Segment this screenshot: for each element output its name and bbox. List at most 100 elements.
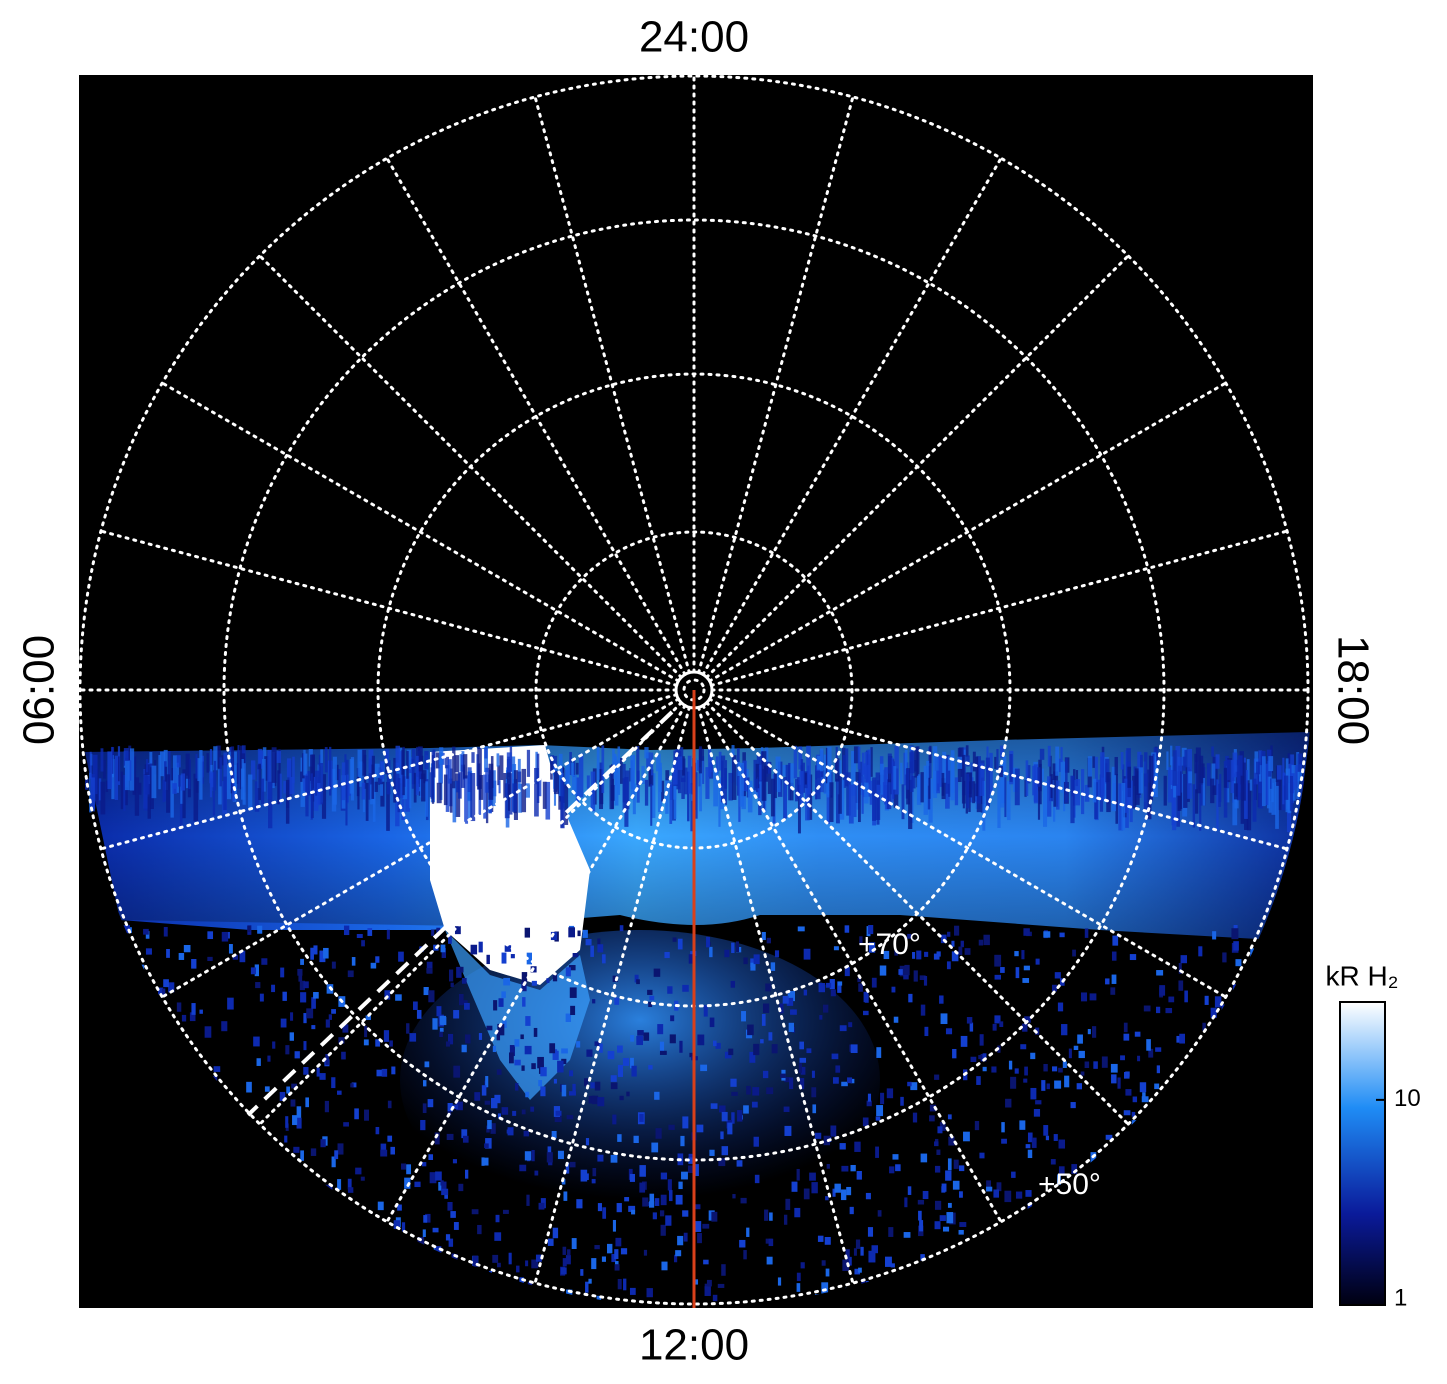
noise-pixel: [788, 1022, 794, 1032]
noise-pixel: [994, 1015, 1001, 1024]
streak: [1060, 760, 1064, 793]
noise-pixel: [436, 1006, 442, 1017]
noise-pixel: [546, 978, 550, 983]
streak: [798, 746, 803, 770]
noise-pixel: [432, 1227, 439, 1233]
streak: [989, 752, 993, 795]
streak: [447, 759, 452, 784]
noise-pixel: [890, 1263, 895, 1268]
streak: [1004, 769, 1007, 818]
streak: [271, 747, 277, 783]
noise-pixel: [520, 1034, 524, 1040]
streak: [209, 771, 213, 784]
noise-pixel: [375, 1126, 380, 1135]
streak: [571, 774, 577, 796]
noise-pixel: [784, 1077, 790, 1083]
noise-pixel: [1070, 1102, 1076, 1109]
streak: [880, 763, 884, 795]
noise-pixel: [653, 968, 661, 977]
noise-pixel: [1078, 1050, 1085, 1059]
noise-pixel: [1125, 1089, 1132, 1096]
local-time-label: 18:00: [1328, 635, 1377, 745]
noise-pixel: [424, 1061, 430, 1068]
noise-pixel: [565, 1162, 570, 1174]
noise-pixel: [257, 925, 263, 934]
streak: [590, 771, 596, 812]
noise-pixel: [912, 1112, 918, 1123]
streak: [168, 751, 171, 785]
streak: [770, 778, 775, 817]
noise-pixel: [299, 980, 305, 991]
noise-pixel: [682, 1210, 689, 1217]
noise-pixel: [592, 1168, 597, 1177]
noise-pixel: [616, 1203, 622, 1213]
noise-pixel: [602, 954, 606, 964]
streak: [1206, 763, 1211, 786]
noise-pixel: [334, 1150, 339, 1160]
noise-pixel: [991, 1066, 997, 1073]
streak: [276, 751, 282, 763]
noise-pixel: [393, 1220, 400, 1230]
noise-pixel: [789, 991, 796, 1002]
grid-spoke: [258, 254, 683, 679]
noise-pixel: [713, 1040, 717, 1047]
streak: [345, 784, 348, 826]
noise-pixel: [846, 1186, 852, 1196]
noise-pixel: [485, 1138, 492, 1149]
streak: [755, 763, 760, 789]
noise-pixel: [919, 1220, 924, 1232]
streak: [1237, 755, 1243, 800]
streak: [806, 745, 811, 795]
streak: [197, 758, 201, 782]
streak: [212, 772, 216, 816]
noise-pixel: [702, 1223, 710, 1229]
streak: [954, 777, 959, 806]
noise-pixel: [622, 1057, 630, 1066]
noise-pixel: [683, 1232, 688, 1242]
noise-pixel: [1235, 959, 1242, 967]
streak: [1195, 747, 1201, 794]
streak: [731, 755, 737, 800]
noise-pixel: [310, 1148, 317, 1156]
streak: [864, 782, 869, 804]
streak: [310, 773, 313, 820]
noise-pixel: [465, 1169, 469, 1179]
noise-pixel: [331, 1077, 336, 1089]
noise-pixel: [567, 1249, 571, 1256]
streak: [876, 784, 881, 797]
noise-pixel: [522, 997, 526, 1007]
noise-pixel: [721, 1146, 729, 1156]
noise-pixel: [1180, 955, 1188, 964]
noise-pixel: [478, 1033, 483, 1040]
noise-pixel: [310, 947, 314, 960]
noise-pixel: [526, 1194, 530, 1206]
streak: [982, 780, 986, 831]
noise-pixel: [829, 979, 835, 990]
noise-pixel: [798, 1063, 803, 1073]
noise-pixel: [331, 961, 336, 969]
noise-pixel: [1059, 932, 1065, 938]
streak: [938, 756, 943, 787]
noise-pixel: [525, 1260, 529, 1267]
noise-pixel: [766, 1256, 773, 1265]
noise-pixel: [850, 1164, 856, 1172]
streak: [213, 760, 217, 773]
noise-pixel: [1129, 954, 1137, 961]
noise-pixel: [936, 1149, 941, 1155]
noise-pixel: [853, 1248, 857, 1256]
noise-pixel: [946, 1212, 954, 1224]
noise-pixel: [1015, 967, 1020, 979]
noise-pixel: [331, 1009, 336, 1014]
noise-pixel: [916, 950, 922, 960]
noise-pixel: [768, 1238, 774, 1247]
streak: [1261, 756, 1266, 807]
noise-pixel: [584, 1078, 589, 1087]
noise-pixel: [599, 1043, 603, 1053]
noise-pixel: [486, 1025, 493, 1031]
streak: [1194, 753, 1198, 774]
noise-pixel: [547, 1238, 554, 1246]
noise-pixel: [426, 968, 433, 974]
noise-pixel: [383, 1030, 390, 1042]
noise-pixel: [441, 1188, 449, 1196]
streak: [842, 755, 846, 788]
